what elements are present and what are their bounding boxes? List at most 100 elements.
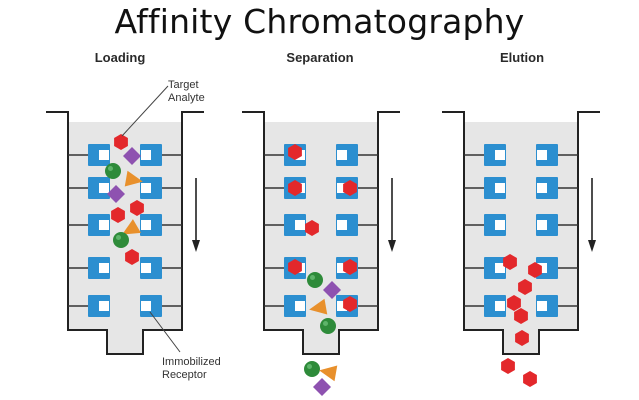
- impurity-circle-highlight: [116, 235, 121, 240]
- impurity-circle-highlight: [310, 275, 315, 280]
- impurity-triangle: [124, 170, 143, 187]
- receptor-notch: [537, 220, 547, 230]
- immobilized-receptor: [336, 214, 358, 236]
- impurity-circle-highlight: [323, 321, 328, 326]
- receptor-notch: [99, 183, 109, 193]
- leader-target-analyte: [121, 85, 169, 137]
- leader-lines-layer: [121, 85, 181, 353]
- flow-arrow-head: [388, 240, 396, 252]
- impurity-diamond: [323, 281, 341, 299]
- immobilized-receptor: [536, 214, 558, 236]
- receptor-notch: [295, 220, 305, 230]
- target-analyte-hexagon: [343, 259, 357, 275]
- receptor-notch: [141, 301, 151, 311]
- impurity-circle-body: [113, 232, 129, 248]
- immobilized-receptor: [140, 144, 162, 166]
- immobilized-receptor: [140, 177, 162, 199]
- receptor-notch: [99, 150, 109, 160]
- target-analyte-hexagon: [507, 295, 521, 311]
- immobilized-receptor: [140, 257, 162, 279]
- receptor-notch: [495, 150, 505, 160]
- immobilized-receptor: [140, 214, 162, 236]
- target-analyte-hexagon: [514, 308, 528, 324]
- receptor-notch: [537, 150, 547, 160]
- callout-receptor-line-2: Receptor: [162, 369, 207, 381]
- immobilized-receptor: [484, 214, 506, 236]
- column-outlet-fill: [107, 330, 143, 354]
- receptor-notch: [537, 263, 547, 273]
- immobilized-receptor: [536, 295, 558, 317]
- receptor-notch: [141, 263, 151, 273]
- target-analyte-hexagon: [114, 134, 128, 150]
- columns-layer: [46, 111, 600, 355]
- immobilized-receptor: [484, 144, 506, 166]
- particles-layer: [105, 134, 542, 396]
- impurity-diamond: [107, 185, 125, 203]
- immobilized-receptor: [88, 295, 110, 317]
- immobilized-receptor: [536, 144, 558, 166]
- receptor-notch: [537, 301, 547, 311]
- leader-immobilized-receptor: [149, 311, 181, 353]
- immobilized-receptor: [284, 214, 306, 236]
- stage-label-separation: Separation: [286, 50, 354, 65]
- target-analyte-hexagon: [288, 144, 302, 160]
- immobilized-receptor: [88, 177, 110, 199]
- callout-target-line-2: Analyte: [168, 92, 205, 104]
- impurity-circle-body: [320, 318, 336, 334]
- flow-arrow-head: [192, 240, 200, 252]
- callout-target-analyte: Target Analyte: [168, 79, 205, 105]
- target-analyte-hexagon: [528, 262, 542, 278]
- impurity-circle-highlight: [108, 166, 113, 171]
- receptor-notch: [141, 220, 151, 230]
- stage-label-loading: Loading: [94, 50, 146, 65]
- target-analyte-hexagon: [503, 254, 517, 270]
- impurity-circle-body: [304, 361, 320, 377]
- target-analyte-hexagon: [523, 371, 537, 387]
- flow-arrow-head: [588, 240, 596, 252]
- immobilized-receptor: [88, 214, 110, 236]
- callout-immobilized-receptor: Immobilized Receptor: [162, 356, 221, 382]
- receptor-notch: [337, 263, 347, 273]
- stage-label-elution: Elution: [499, 50, 545, 65]
- target-analyte-hexagon: [515, 330, 529, 346]
- impurity-circle: [113, 232, 129, 248]
- impurity-circle-body: [307, 272, 323, 288]
- target-analyte-hexagon: [288, 259, 302, 275]
- column-outline: [242, 111, 400, 355]
- impurity-diamond: [123, 147, 141, 165]
- callout-target-line-1: Target: [168, 79, 199, 91]
- impurity-circle: [304, 361, 320, 377]
- target-analyte-hexagon: [125, 249, 139, 265]
- receptor-notch: [495, 301, 505, 311]
- immobilized-receptor: [336, 144, 358, 166]
- impurity-circle-highlight: [307, 364, 312, 369]
- immobilized-receptor: [88, 257, 110, 279]
- column-loading: [46, 111, 204, 355]
- immobilized-receptor: [484, 257, 506, 279]
- immobilized-receptor: [140, 295, 162, 317]
- target-analyte-hexagon: [518, 279, 532, 295]
- immobilized-receptor: [536, 177, 558, 199]
- target-analyte-hexagon: [343, 296, 357, 312]
- target-analyte-hexagon: [111, 207, 125, 223]
- immobilized-receptor: [284, 295, 306, 317]
- column-interior: [264, 122, 378, 330]
- target-analyte-hexagon: [343, 180, 357, 196]
- target-analyte-hexagon: [305, 220, 319, 236]
- target-analyte-hexagon: [288, 180, 302, 196]
- receptor-notch: [99, 220, 109, 230]
- impurity-triangle: [309, 298, 328, 315]
- immobilized-receptor: [484, 295, 506, 317]
- receptor-notch: [295, 301, 305, 311]
- impurity-triangle: [122, 219, 141, 235]
- receptor-notch: [337, 150, 347, 160]
- column-separation: [242, 111, 400, 355]
- immobilized-receptor: [88, 144, 110, 166]
- impurity-circle: [105, 163, 121, 179]
- receptor-notch: [141, 183, 151, 193]
- receptor-notch: [99, 301, 109, 311]
- target-analyte-hexagon: [501, 358, 515, 374]
- receptor-notch: [537, 183, 547, 193]
- column-interior: [68, 122, 182, 330]
